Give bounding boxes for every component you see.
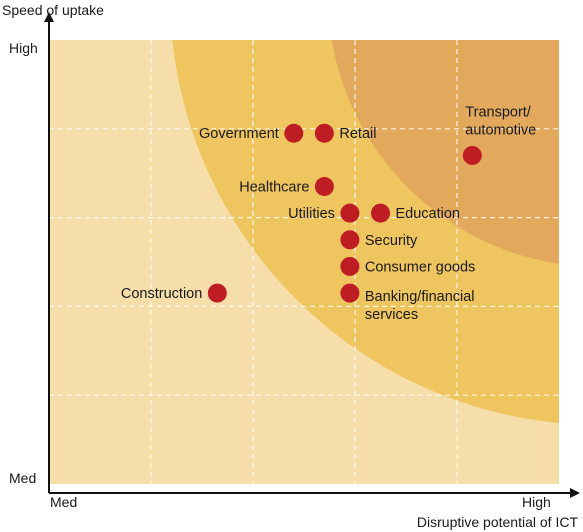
y-axis-title: Speed of uptake bbox=[2, 2, 104, 18]
x-axis-arrow bbox=[570, 488, 580, 498]
data-label: Healthcare bbox=[239, 180, 309, 196]
x-tick-high: High bbox=[522, 494, 551, 510]
data-points: Transport/automotive Government Retail Heal… bbox=[121, 104, 536, 323]
axes bbox=[44, 12, 580, 498]
grid bbox=[49, 40, 559, 484]
data-label: Banking/financial services bbox=[365, 289, 475, 323]
data-point bbox=[314, 123, 334, 143]
data-point bbox=[371, 203, 390, 223]
x-tick-med: Med bbox=[50, 494, 77, 510]
data-label: Education bbox=[396, 206, 461, 222]
data-point bbox=[207, 283, 227, 303]
data-point bbox=[284, 123, 304, 143]
data-label: Security bbox=[365, 233, 418, 249]
data-label: Government bbox=[199, 126, 279, 142]
y-tick-med: Med bbox=[9, 470, 36, 486]
data-label: Transport/automotive bbox=[465, 104, 536, 138]
data-point bbox=[340, 283, 360, 303]
data-label: Utilities bbox=[288, 206, 335, 222]
data-label: Retail bbox=[339, 126, 376, 142]
data-label: Consumer goods bbox=[365, 259, 475, 275]
data-point bbox=[314, 177, 334, 197]
y-axis-arrow bbox=[44, 12, 54, 22]
zone-dark bbox=[331, 40, 559, 264]
x-axis-title: Disruptive potential of ICT bbox=[417, 514, 579, 530]
data-point bbox=[340, 203, 360, 223]
y-tick-high: High bbox=[9, 40, 38, 56]
data-point bbox=[340, 230, 360, 250]
data-label: Construction bbox=[121, 286, 202, 302]
data-point bbox=[462, 145, 482, 165]
data-point bbox=[340, 256, 360, 276]
